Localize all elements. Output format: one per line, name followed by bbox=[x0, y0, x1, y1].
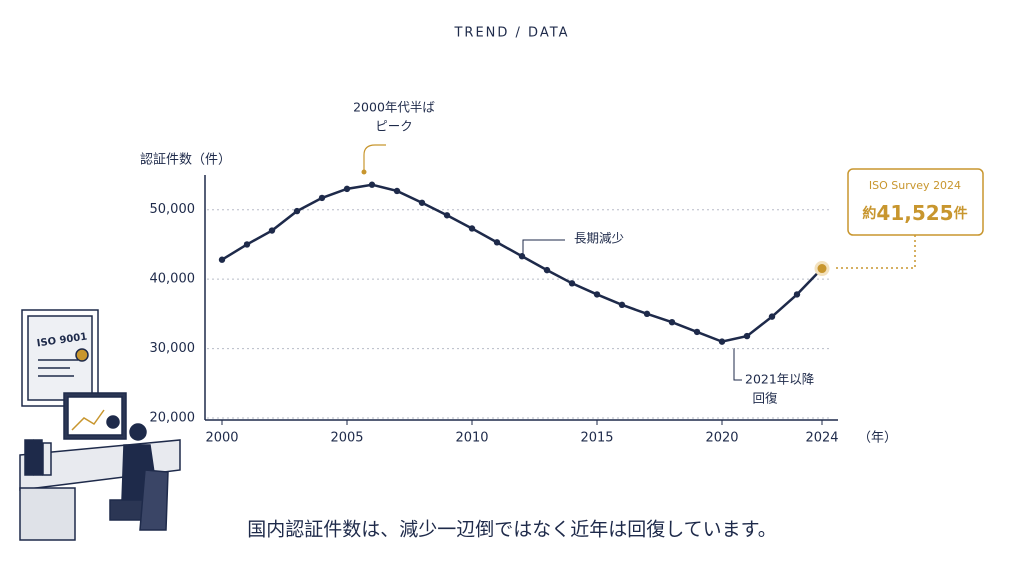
x-axis-label: （年） bbox=[858, 431, 897, 446]
header: TREND / DATA bbox=[453, 26, 569, 41]
x-tick-label: 2020 bbox=[705, 431, 738, 446]
data-point bbox=[493, 239, 501, 246]
data-point bbox=[218, 256, 226, 263]
data-point bbox=[618, 301, 626, 309]
annotation: 2000年代半ば bbox=[353, 100, 435, 115]
annotation: ピーク bbox=[375, 119, 413, 134]
caption: 国内認証件数は、減少一辺倒ではなく近年は回復しています。 bbox=[247, 519, 777, 541]
data-point bbox=[443, 212, 451, 219]
x-tick-label: 2005 bbox=[330, 431, 363, 446]
x-tick-label: 2010 bbox=[455, 431, 488, 446]
peak-leader bbox=[363, 144, 386, 172]
callout-suffix: 件 bbox=[954, 205, 968, 222]
x-tick-label: 2000 bbox=[205, 431, 238, 446]
y-axis-label: 認証件数（件） bbox=[140, 152, 231, 168]
data-point bbox=[768, 313, 776, 320]
data-point bbox=[468, 225, 476, 232]
data-point bbox=[293, 207, 301, 215]
annotation: 2021年以降 bbox=[745, 372, 815, 387]
x-tick-label: 2024 bbox=[805, 431, 838, 446]
data-point bbox=[343, 185, 351, 193]
y-tick-label: 30,000 bbox=[150, 341, 196, 356]
data-point bbox=[243, 241, 251, 248]
callout-number: 41,525 bbox=[876, 201, 953, 225]
decline-leader bbox=[522, 239, 565, 255]
data-point bbox=[643, 310, 651, 318]
data-point bbox=[593, 291, 601, 298]
data-point bbox=[543, 266, 551, 274]
data-point bbox=[268, 227, 276, 234]
y-tick-label: 50,000 bbox=[150, 202, 196, 217]
callout-title: ISO Survey 2024 bbox=[869, 179, 961, 192]
illustration bbox=[19, 309, 181, 541]
y-tick-label: 20,000 bbox=[150, 411, 196, 426]
data-point bbox=[518, 253, 526, 260]
data-point bbox=[668, 318, 676, 326]
callout-prefix: 約 bbox=[862, 205, 876, 222]
callout-connector bbox=[836, 235, 916, 269]
annotation: 回復 bbox=[752, 391, 778, 406]
x-tick-label: 2015 bbox=[580, 431, 613, 446]
peak-dot bbox=[361, 169, 367, 175]
data-point bbox=[393, 187, 401, 195]
data-point bbox=[718, 338, 726, 345]
y-tick-label: 40,000 bbox=[150, 272, 196, 287]
annotation: 長期減少 bbox=[574, 231, 624, 246]
data-point bbox=[814, 261, 830, 277]
data-point bbox=[743, 332, 751, 340]
data-point bbox=[568, 280, 576, 287]
data-point bbox=[368, 181, 376, 188]
data-line bbox=[221, 183, 823, 343]
data-point bbox=[793, 291, 801, 298]
data-point bbox=[318, 194, 326, 202]
data-point bbox=[693, 328, 701, 336]
recovery-leader bbox=[733, 348, 742, 381]
data-point bbox=[418, 199, 426, 206]
callout-value: 約41,525件 bbox=[862, 201, 967, 225]
